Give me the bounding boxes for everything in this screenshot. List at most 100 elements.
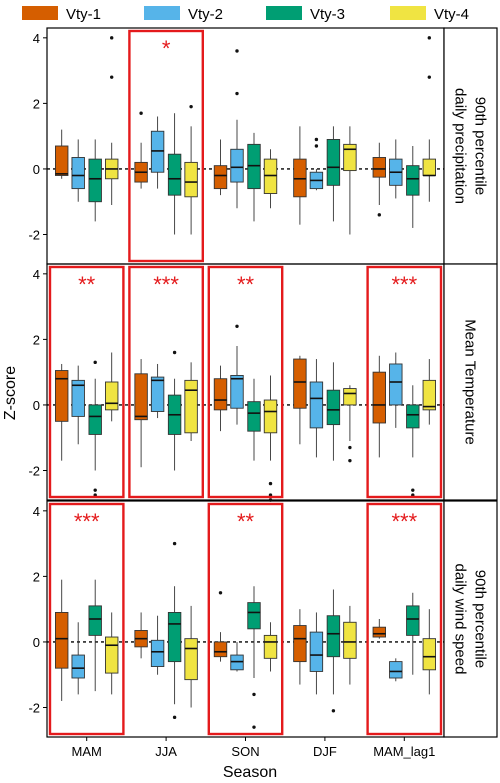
box-djf-vty-2 [309,612,324,695]
significance-box-mam [48,502,125,736]
x-tick-label-mam: MAM [72,744,102,759]
box-mam-lag1-vty-1 [372,619,386,639]
panel-1: 90th percentiledaily precipitation 4 2 0 -2 * [28,27,498,265]
box-body [389,363,403,406]
box-djf-vty-3 [326,589,341,713]
box-son-vty-3 [247,586,261,729]
outlier-point [427,36,431,40]
outlier-point [189,104,193,109]
box-body [293,358,307,409]
significance-box-jja [128,265,204,499]
strip-label: 90th percentiledaily wind speed [452,564,489,675]
box-body [247,401,261,432]
box-mam-lag1-vty-4 [422,609,436,695]
strip-label-line: Mean Temperature [462,319,479,445]
significance-label-mam: ** [78,272,96,297]
box-body [343,388,357,406]
box-body [184,161,198,198]
box-body [406,165,420,196]
x-axis: MAM JJA SON DJF MAM_lag1 [72,737,435,759]
box-body [406,404,420,429]
box-body [230,148,244,183]
box-body [263,634,278,659]
box-mam-vty-3 [88,360,102,497]
box-body [372,371,386,424]
y-tick-label: 0 [33,398,40,413]
outlier-point [93,488,97,492]
box-body [372,626,386,638]
box-body [422,638,436,671]
legend-swatch-vty-4 [390,6,426,20]
significance-label-mam-lag1: *** [391,509,417,534]
significance-box-mam-lag1 [366,502,443,736]
legend-swatch-vty-2 [144,6,180,20]
significance-box-mam [48,265,125,499]
outlier-point [252,725,256,729]
box-djf-vty-1 [293,126,307,225]
box-body [213,641,228,658]
outlier-point [218,591,223,595]
x-tick-label-jja: JJA [155,744,177,759]
box-jja-vty-2 [150,363,165,419]
box-son-vty-3 [247,378,261,461]
box-son-vty-4 [263,149,278,209]
box-mam-vty-3 [88,139,102,222]
box-body [134,373,148,421]
box-body [247,143,261,190]
box-body [213,165,228,190]
strip-label-line: 90th percentile [472,97,489,195]
significance-label-jja: * [162,36,171,61]
y-tick-label: 4 [33,31,40,46]
strip-label-line: daily wind speed [452,564,469,675]
outlier-point [172,541,177,546]
box-jja-vty-4 [184,362,198,441]
box-mam-vty-1 [55,363,69,461]
box-djf-vty-4 [343,126,357,235]
y-tick-label: -2 [28,701,40,716]
box-mam-lag1-vty-2 [389,658,403,682]
outlier-point [377,213,381,217]
y-tick-label: 2 [33,332,40,347]
x-axis-title: Season [223,764,277,781]
significance-label-mam-lag1: *** [391,272,417,297]
box-body [150,639,165,667]
box-son-vty-1 [213,591,228,662]
box-body [167,153,182,196]
outlier-point [348,458,352,463]
strip-label: Mean Temperature [462,319,479,445]
box-body [167,611,182,663]
outlier-point [411,488,415,492]
y-tick-label: 4 [33,267,40,282]
y-tick-label: -2 [28,464,40,479]
box-body [326,615,341,658]
significance-label-son: ** [237,509,255,534]
significance-box-son [207,265,284,499]
box-body [309,381,324,429]
box-body [343,143,357,172]
box-son-vty-2 [230,641,244,672]
box-mam-vty-2 [71,622,85,695]
panel-border [46,27,445,265]
box-body [406,605,420,636]
box-body [213,378,228,411]
box-body [88,158,102,203]
x-tick-label-djf: DJF [313,744,337,759]
y-tick-label: 2 [33,569,40,584]
legend-label-vty-1: Vty-1 [66,6,101,23]
outlier-point [235,324,239,328]
box-body [104,381,119,411]
box-body [55,370,69,422]
outlier-point [331,709,336,713]
outlier-point [93,360,97,365]
box-mam-lag1-vty-4 [422,36,436,202]
box-body [326,138,341,186]
y-tick-label: 0 [33,635,40,650]
y-tick-label: 0 [33,162,40,177]
plot-panels: 90th percentiledaily precipitation420-2*… [28,27,498,738]
y-tick-label: 4 [33,504,40,519]
box-son-vty-2 [230,324,244,425]
box-body [71,654,85,679]
strip-box [443,500,498,738]
box-body [150,130,165,173]
